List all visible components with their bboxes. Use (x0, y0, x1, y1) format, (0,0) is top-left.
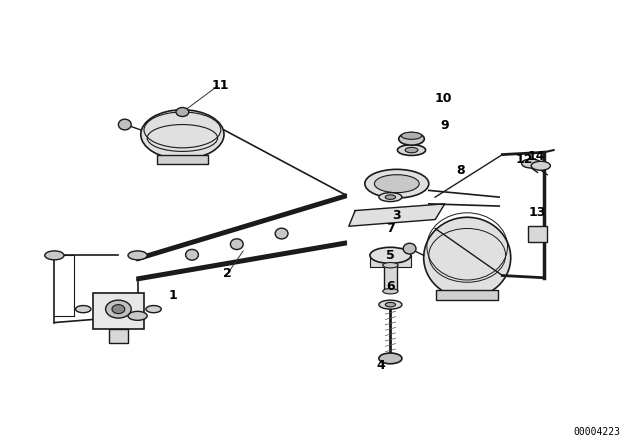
Ellipse shape (385, 195, 396, 199)
Ellipse shape (405, 147, 418, 153)
Ellipse shape (397, 145, 426, 155)
Ellipse shape (230, 239, 243, 250)
Polygon shape (349, 204, 445, 226)
Ellipse shape (399, 133, 424, 145)
Ellipse shape (146, 306, 161, 313)
Text: 6: 6 (386, 280, 395, 293)
Circle shape (112, 305, 125, 314)
Ellipse shape (365, 169, 429, 198)
Text: 5: 5 (386, 249, 395, 262)
Text: 11: 11 (212, 78, 230, 92)
Ellipse shape (424, 217, 511, 298)
Text: 3: 3 (392, 208, 401, 222)
Ellipse shape (379, 300, 402, 309)
Circle shape (106, 300, 131, 318)
Ellipse shape (128, 311, 147, 320)
Bar (157, 155, 208, 164)
Bar (109, 329, 128, 343)
Text: 8: 8 (456, 164, 465, 177)
Text: 7: 7 (386, 222, 395, 235)
Ellipse shape (370, 247, 411, 263)
Bar (528, 226, 547, 242)
Circle shape (176, 108, 189, 116)
Ellipse shape (374, 175, 419, 193)
Ellipse shape (128, 251, 147, 260)
Ellipse shape (118, 119, 131, 130)
Text: 14: 14 (527, 150, 545, 164)
Text: 4: 4 (376, 358, 385, 372)
Ellipse shape (379, 193, 402, 202)
Bar (436, 290, 498, 300)
Ellipse shape (383, 263, 398, 268)
Text: 9: 9 (440, 119, 449, 132)
Bar (93, 293, 144, 329)
Ellipse shape (531, 161, 550, 170)
Ellipse shape (385, 302, 396, 307)
Text: 1: 1 (168, 289, 177, 302)
Ellipse shape (275, 228, 288, 239)
Text: 2: 2 (223, 267, 232, 280)
Text: 00004223: 00004223 (574, 427, 621, 437)
Ellipse shape (186, 250, 198, 260)
Text: 12: 12 (516, 152, 534, 166)
Ellipse shape (76, 306, 91, 313)
Text: 10: 10 (434, 92, 452, 105)
Ellipse shape (383, 289, 398, 294)
Ellipse shape (403, 243, 416, 254)
Bar (384, 265, 397, 291)
Ellipse shape (522, 159, 541, 168)
Ellipse shape (141, 110, 224, 159)
Ellipse shape (45, 251, 64, 260)
Bar (370, 255, 411, 267)
Ellipse shape (401, 132, 422, 139)
Text: 13: 13 (529, 206, 547, 220)
Ellipse shape (379, 353, 402, 364)
